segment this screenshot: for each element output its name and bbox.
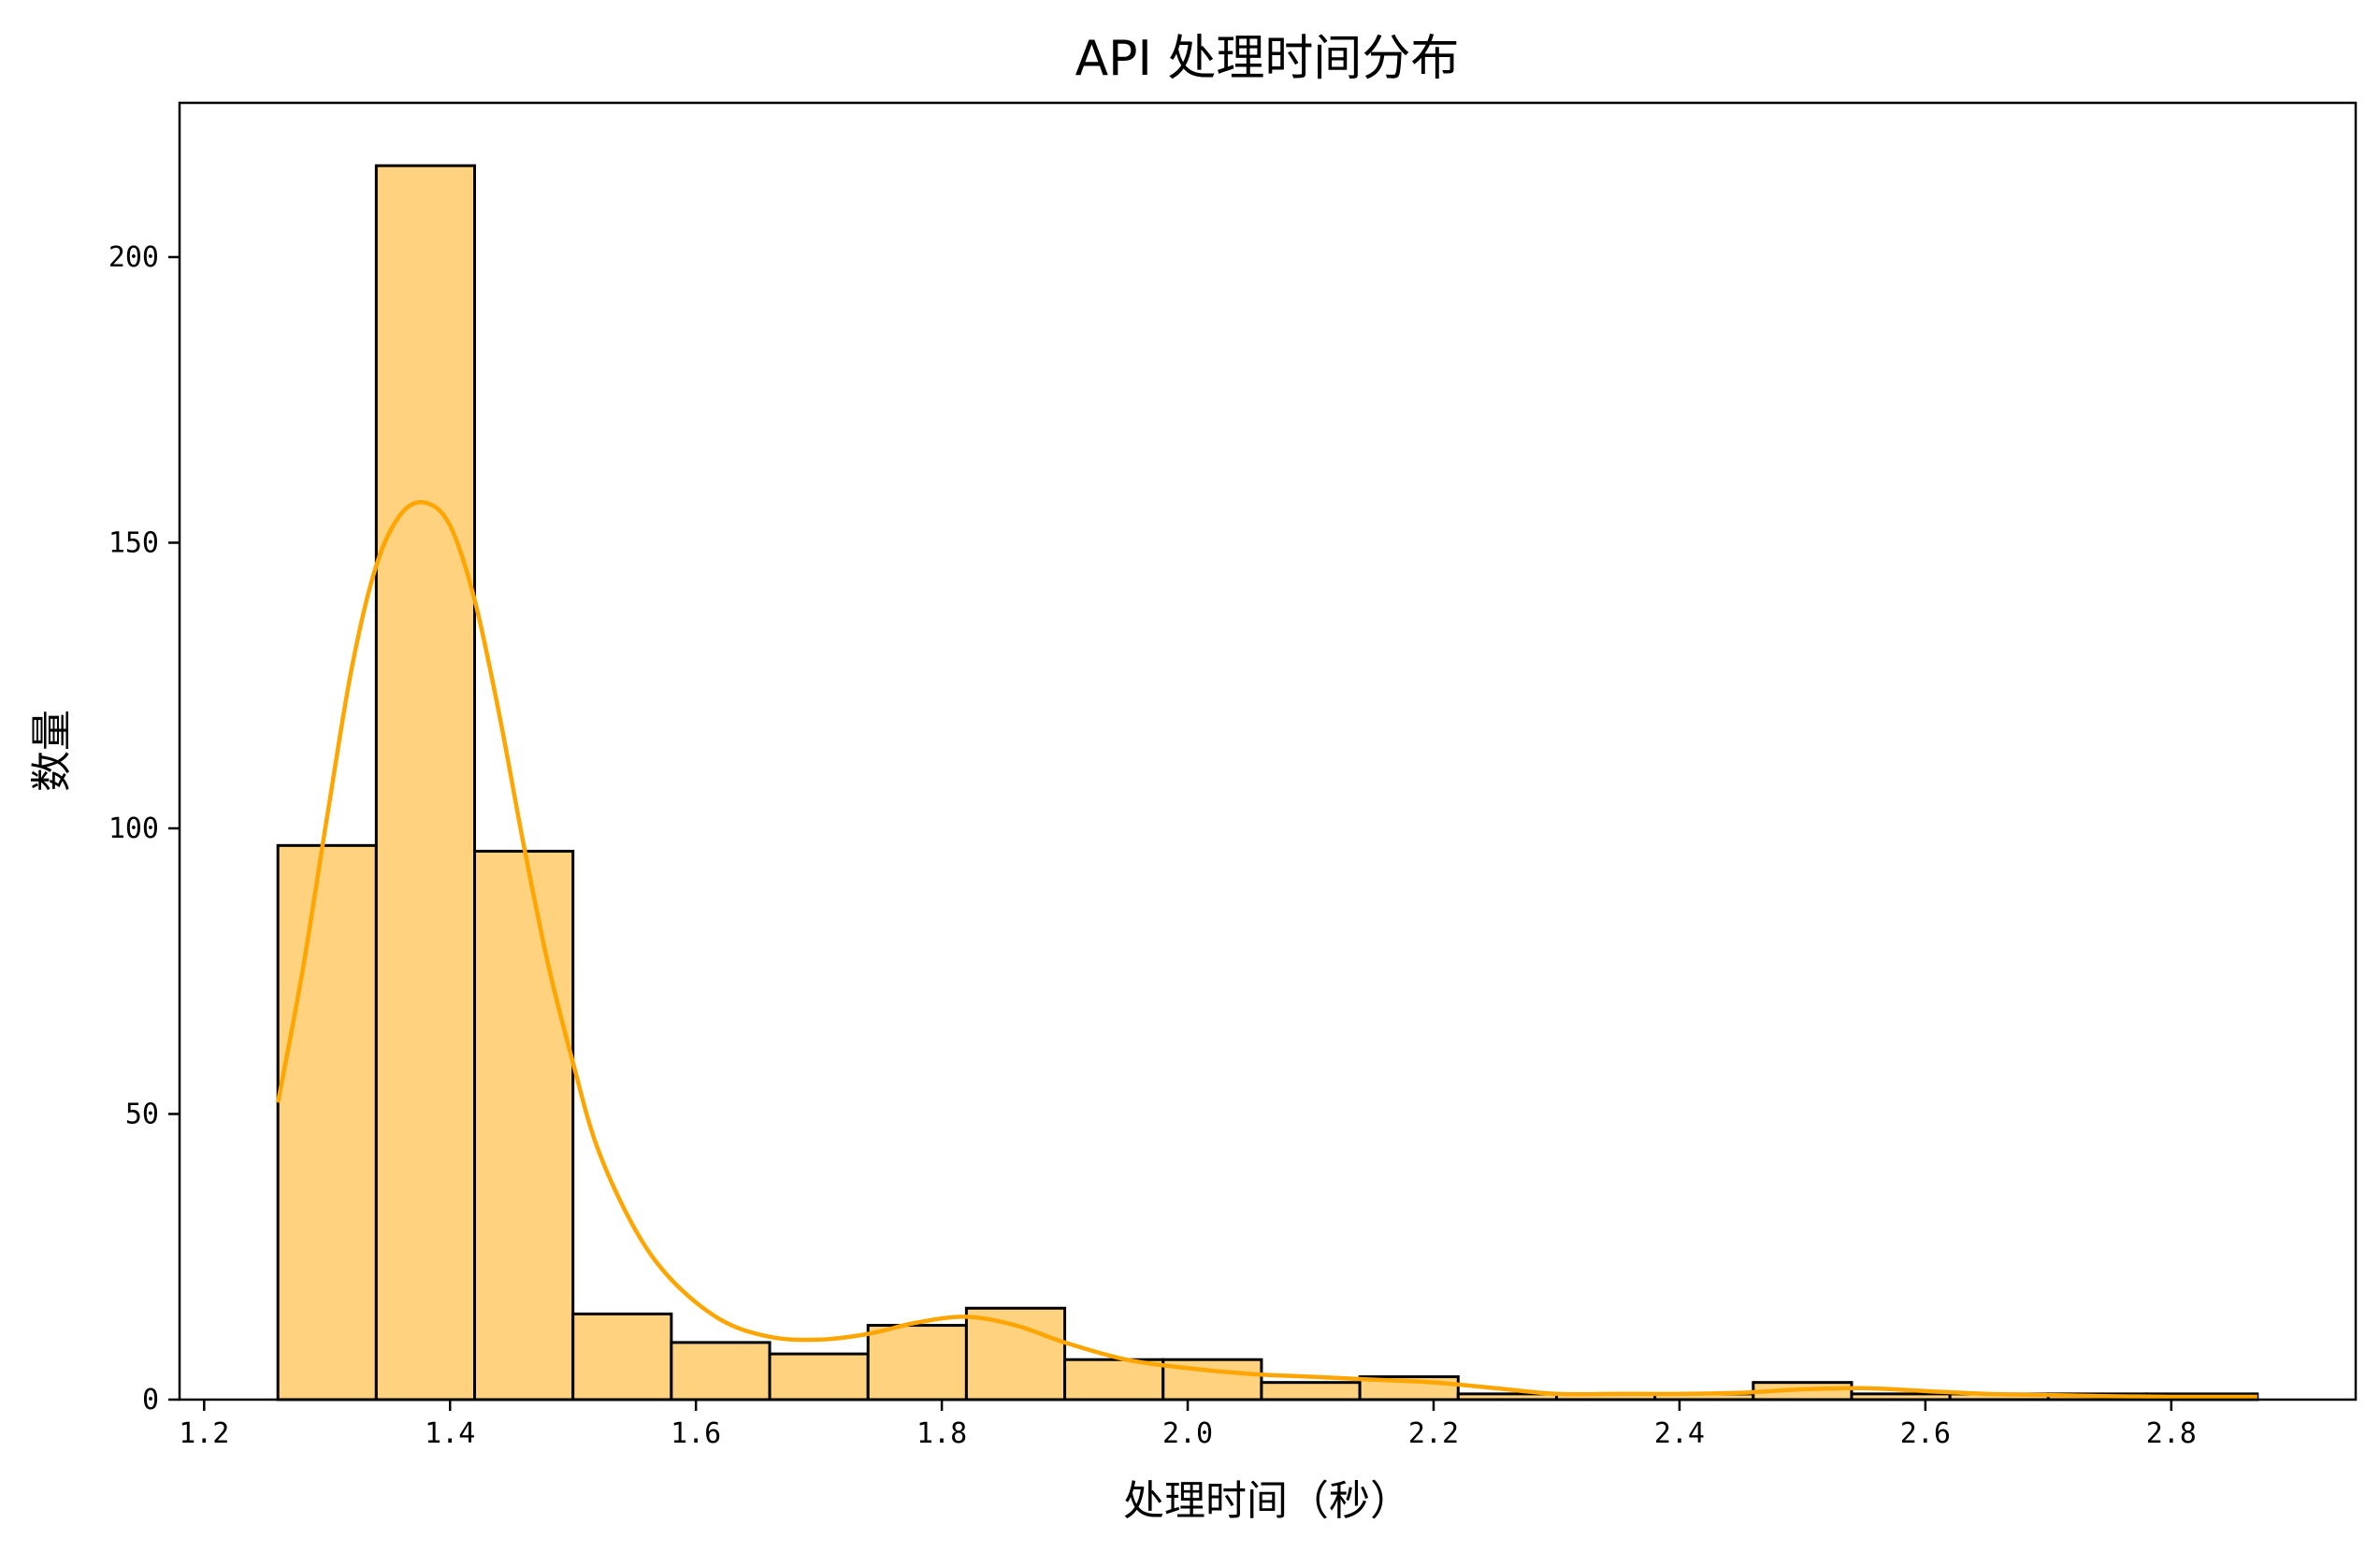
histogram-bar bbox=[571, 1312, 673, 1401]
histogram-bar bbox=[276, 843, 378, 1401]
plot-frame bbox=[178, 101, 2358, 1401]
histogram-bar bbox=[964, 1306, 1067, 1401]
bars-group bbox=[276, 164, 2259, 1401]
histogram-bar bbox=[670, 1341, 772, 1401]
y-tick-label: 0 bbox=[142, 1384, 159, 1416]
histogram-bar bbox=[473, 849, 575, 1401]
x-tick-label: 1.4 bbox=[425, 1417, 475, 1450]
y-tick-label: 100 bbox=[108, 812, 159, 845]
y-tick-label: 150 bbox=[108, 526, 159, 559]
x-tick-label: 2.6 bbox=[1900, 1417, 1951, 1450]
kde-curve bbox=[275, 499, 2257, 1400]
histogram-bar bbox=[1063, 1358, 1165, 1401]
x-tick-label: 2.0 bbox=[1162, 1417, 1213, 1450]
y-tick-label: 200 bbox=[108, 241, 159, 274]
x-ticks-group: 1.2 1.4 1.6 1.8 2.0 2.2 2.4 2.6 2.8 bbox=[179, 1400, 2197, 1450]
y-ticks-group: 0 50 100 150 200 bbox=[108, 241, 180, 1416]
x-tick-label: 2.2 bbox=[1408, 1417, 1459, 1450]
x-tick-label: 1.6 bbox=[671, 1417, 721, 1450]
histogram-bar bbox=[866, 1324, 968, 1401]
x-tick-label: 1.2 bbox=[179, 1417, 229, 1450]
x-tick-label: 2.4 bbox=[1654, 1417, 1705, 1450]
x-axis-label: 处理时间（秒） bbox=[1123, 1477, 1411, 1525]
x-tick-label: 2.8 bbox=[2146, 1417, 2197, 1450]
x-tick-label: 1.8 bbox=[916, 1417, 967, 1450]
histogram-bar bbox=[374, 164, 477, 1401]
histogram-bar bbox=[768, 1352, 870, 1401]
y-tick-label: 50 bbox=[125, 1098, 159, 1130]
chart-title: API 处理时间分布 bbox=[1075, 31, 1460, 87]
y-axis-label: 数量 bbox=[28, 710, 76, 792]
histogram-bar bbox=[1260, 1381, 1362, 1401]
